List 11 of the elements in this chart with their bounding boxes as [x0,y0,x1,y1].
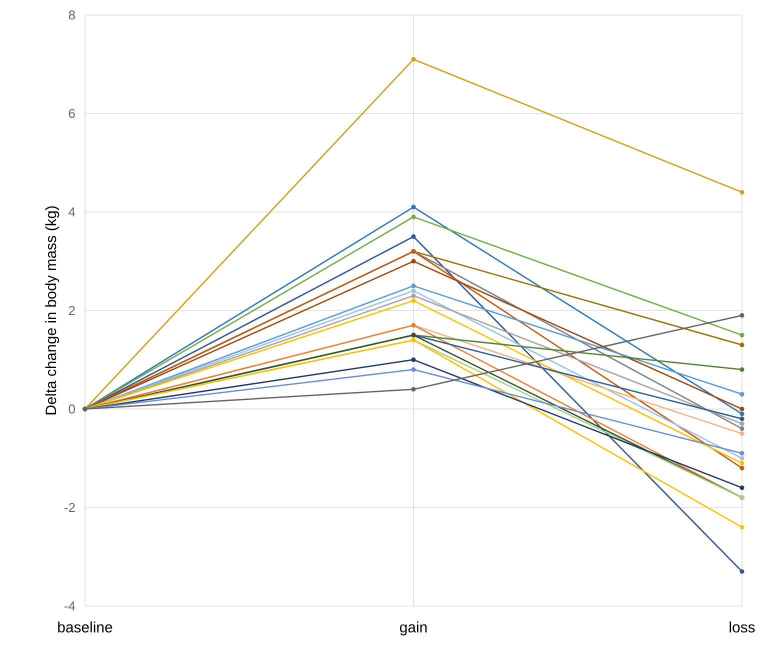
y-tick-label: 0 [68,404,75,414]
y-tick-label: 8 [68,10,75,20]
x-tick-label: baseline [58,622,112,632]
y-tick-label: 2 [68,306,75,315]
y-tick-label: 6 [68,108,75,118]
y-axis-title: Delta change in body mass (kg) [45,206,60,414]
x-tick-label: gain [400,622,427,636]
y-tick-label: -4 [64,602,76,610]
y-tick-label: -2 [64,502,75,512]
y-tick-label: 4 [68,208,76,216]
x-tick-label: loss [730,622,755,632]
